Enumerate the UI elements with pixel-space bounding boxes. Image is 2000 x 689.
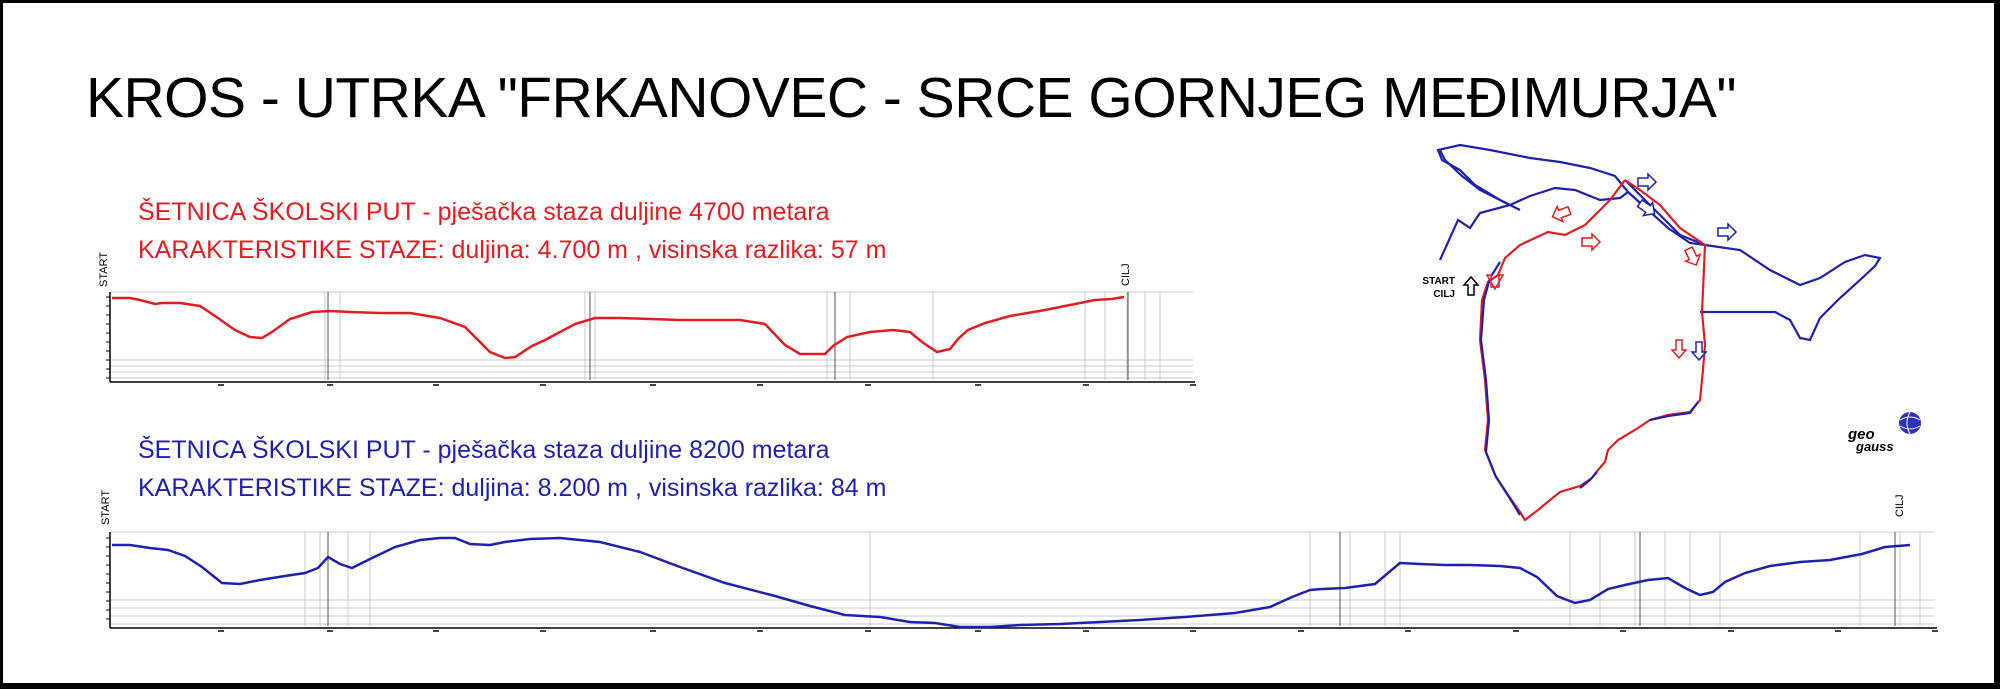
globe-icon (1899, 412, 1921, 434)
map-arrow-icon (1462, 275, 1480, 296)
blue-profile-gridlines (110, 531, 1935, 626)
map-arrow-icon (1581, 232, 1602, 252)
map-arrow-icon (1670, 339, 1688, 360)
map-blue-north-loop (1439, 149, 1882, 342)
red-profile-gridlines (110, 291, 1193, 380)
map-arrow-icon (1485, 274, 1505, 291)
red-finish-label: CILJ (1120, 263, 1132, 286)
logo-geo-text: geo (1848, 426, 1875, 443)
red-profile-x-ticks (218, 384, 1196, 386)
blue-elevation-profile (106, 531, 1938, 632)
blue-start-label: START (100, 489, 112, 525)
blue-route-name-rest: - pješačka staza duljine 8200 metara (415, 436, 830, 464)
map-arrow-icon (1690, 341, 1708, 362)
blue-finish-label: CILJ (1894, 494, 1906, 517)
red-route-characteristics: KARAKTERISTIKE STAZE: duljina: 4.700 m ,… (138, 238, 886, 263)
map-arrow-icon (1551, 204, 1572, 223)
map-arrow-icon (1717, 222, 1738, 242)
logo-gauss-text: gauss (1856, 439, 1894, 454)
blue-profile-y-ticks (106, 537, 110, 620)
blue-elevation-line (112, 536, 1911, 629)
map-arrow-icon (1637, 172, 1658, 192)
blue-route-name: ŠETNICA ŠKOLSKI PUT - pješačka staza dul… (138, 438, 830, 463)
map-blue-overlay-west (1479, 261, 1699, 516)
red-elevation-profile (106, 291, 1196, 386)
blue-route-char-bold: KARAKTERISTIKE STAZE: (138, 474, 445, 502)
red-route-char-rest: duljina: 4.700 m , visinska razlika: 57 … (444, 236, 887, 264)
map-start-label: START (1422, 276, 1455, 287)
blue-profile-x-ticks (218, 630, 1938, 632)
geogauss-logo-mark (1899, 411, 1921, 435)
red-elevation-line (112, 295, 1125, 360)
red-route-name-rest: - pješačka staza duljine 4700 metara (415, 198, 830, 226)
red-profile-dark-verticals (327, 292, 1129, 380)
red-start-label: START (98, 251, 110, 287)
map-arrow-icon (1683, 246, 1702, 267)
red-profile-y-ticks (106, 296, 110, 379)
map-finish-label: CILJ (1433, 289, 1455, 300)
page-title: KROS - UTRKA "FRKANOVEC - SRCE GORNJEG M… (86, 66, 1737, 130)
map-arrow-icon (1636, 198, 1656, 217)
blue-route-char-rest: duljina: 8.200 m , visinska razlika: 84 … (444, 474, 887, 502)
map-direction-arrows (1462, 172, 1738, 362)
blue-route-characteristics: KARAKTERISTIKE STAZE: duljina: 8.200 m ,… (138, 476, 886, 501)
map-red-loop (1478, 179, 1707, 522)
blue-route-name-bold: ŠETNICA ŠKOLSKI PUT (138, 436, 416, 464)
red-route-name: ŠETNICA ŠKOLSKI PUT - pješačka staza dul… (138, 200, 830, 225)
route-map (1436, 143, 1882, 522)
red-route-name-bold: ŠETNICA ŠKOLSKI PUT (138, 198, 416, 226)
poster-frame (3, 3, 1994, 683)
blue-profile-dark-verticals (327, 532, 1896, 626)
map-blue-inner (1624, 179, 1706, 247)
red-route-char-bold: KARAKTERISTIKE STAZE: (138, 236, 445, 264)
